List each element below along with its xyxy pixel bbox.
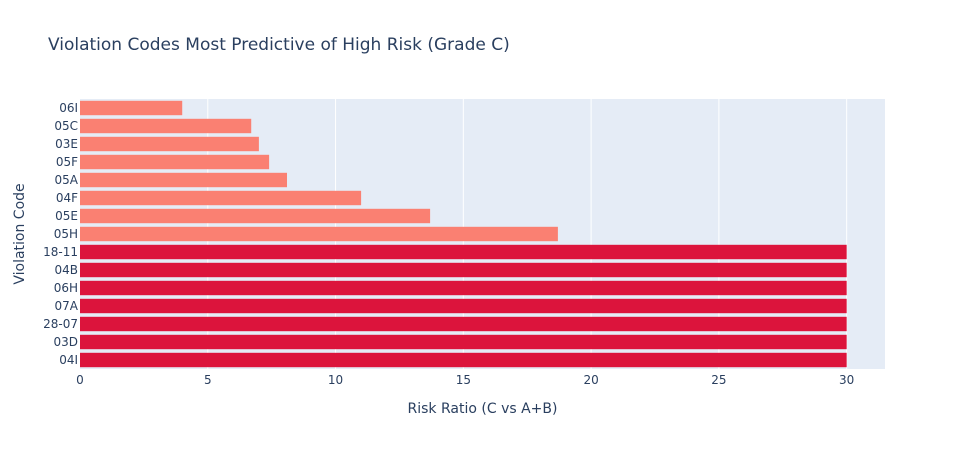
bar-03E[interactable] (80, 136, 259, 152)
y-tick-label: 05F (56, 155, 78, 169)
x-tick-label: 10 (328, 373, 343, 387)
y-tick-label: 05A (55, 173, 79, 187)
x-tick-label: 15 (456, 373, 471, 387)
y-tick-label: 07A (55, 299, 79, 313)
bar-05F[interactable] (80, 154, 270, 170)
bar-07A[interactable] (80, 298, 847, 314)
bar-04F[interactable] (80, 190, 362, 206)
chart-title: Violation Codes Most Predictive of High … (48, 35, 510, 55)
y-tick-label: 06I (59, 101, 78, 115)
y-tick-label: 28-07 (43, 317, 78, 331)
y-tick-label: 06H (54, 281, 78, 295)
bar-05E[interactable] (80, 208, 431, 224)
bar-03D[interactable] (80, 334, 847, 350)
y-tick-label: 03E (55, 137, 78, 151)
y-tick-label: 18-11 (43, 245, 78, 259)
x-tick-label: 20 (583, 373, 598, 387)
x-tick-label: 5 (204, 373, 212, 387)
bar-04I[interactable] (80, 352, 847, 368)
x-tick-label: 25 (711, 373, 726, 387)
y-tick-label: 04F (56, 191, 78, 205)
y-tick-label: 04I (59, 353, 78, 367)
bar-18-11[interactable] (80, 244, 847, 260)
bar-05H[interactable] (80, 226, 558, 242)
y-tick-label: 05H (54, 227, 78, 241)
bars (80, 100, 847, 368)
y-tick-label: 04B (54, 263, 78, 277)
y-tick-label: 05C (54, 119, 78, 133)
x-axis-ticks: 0 5 10 15 20 25 30 (76, 373, 854, 387)
bar-06H[interactable] (80, 280, 847, 296)
bar-05C[interactable] (80, 118, 252, 134)
y-tick-label: 05E (55, 209, 78, 223)
bar-04B[interactable] (80, 262, 847, 278)
x-tick-label: 0 (76, 373, 84, 387)
x-axis-title: Risk Ratio (C vs A+B) (408, 401, 558, 417)
x-tick-label: 30 (839, 373, 854, 387)
bar-05A[interactable] (80, 172, 287, 188)
y-axis-ticks: 06I 05C 03E 05F 05A 04F 05E 05H 18-11 04B 06H 07A 28… (43, 101, 79, 367)
bar-06I[interactable] (80, 100, 183, 116)
y-tick-label: 03D (53, 335, 78, 349)
bar-28-07[interactable] (80, 316, 847, 332)
y-axis-title: Violation Code (12, 183, 28, 284)
